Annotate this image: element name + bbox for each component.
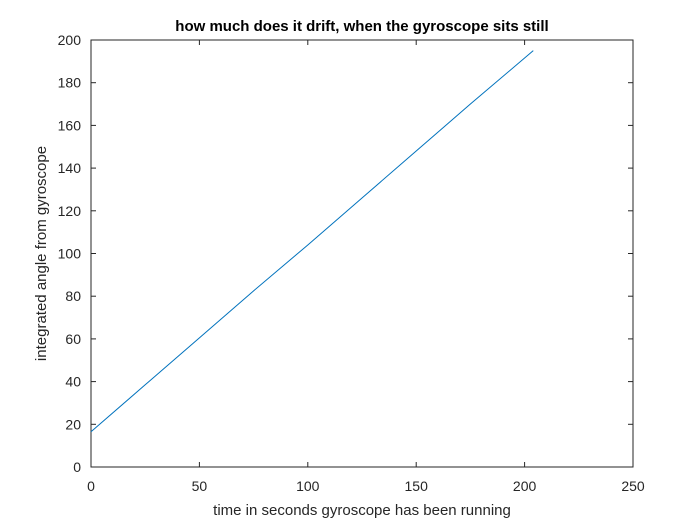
x-tick-label: 150 bbox=[405, 478, 429, 494]
series-line bbox=[90, 50, 534, 433]
y-tick-label: 180 bbox=[58, 75, 82, 91]
chart-title: how much does it drift, when the gyrosco… bbox=[175, 18, 548, 35]
plot-area bbox=[90, 39, 634, 468]
y-tick-label: 140 bbox=[58, 160, 82, 176]
y-tick-label: 40 bbox=[65, 374, 81, 390]
y-tick-label: 60 bbox=[65, 331, 81, 347]
x-tick-label: 250 bbox=[621, 478, 645, 494]
y-axis-label: integrated angle from gyroscope bbox=[33, 146, 50, 361]
y-tick-label: 0 bbox=[73, 459, 81, 475]
y-tick-label: 200 bbox=[58, 32, 82, 48]
y-axis: 0 20 40 60 80 100 120 140 160 180 200 bbox=[58, 32, 633, 475]
x-tick-label: 200 bbox=[513, 478, 537, 494]
y-tick-label: 100 bbox=[58, 246, 82, 262]
axes-box bbox=[90, 39, 634, 468]
series-layer bbox=[90, 50, 534, 433]
x-tick-label: 50 bbox=[192, 478, 208, 494]
y-tick-label: 120 bbox=[58, 203, 82, 219]
x-axis: 0 50 100 150 200 250 bbox=[87, 40, 645, 494]
x-tick-label: 100 bbox=[296, 478, 320, 494]
x-tick-label: 0 bbox=[87, 478, 95, 494]
x-axis-label: time in seconds gyroscope has been runni… bbox=[213, 502, 511, 519]
y-tick-label: 160 bbox=[58, 117, 82, 133]
y-tick-label: 20 bbox=[65, 416, 81, 432]
y-tick-label: 80 bbox=[65, 288, 81, 304]
